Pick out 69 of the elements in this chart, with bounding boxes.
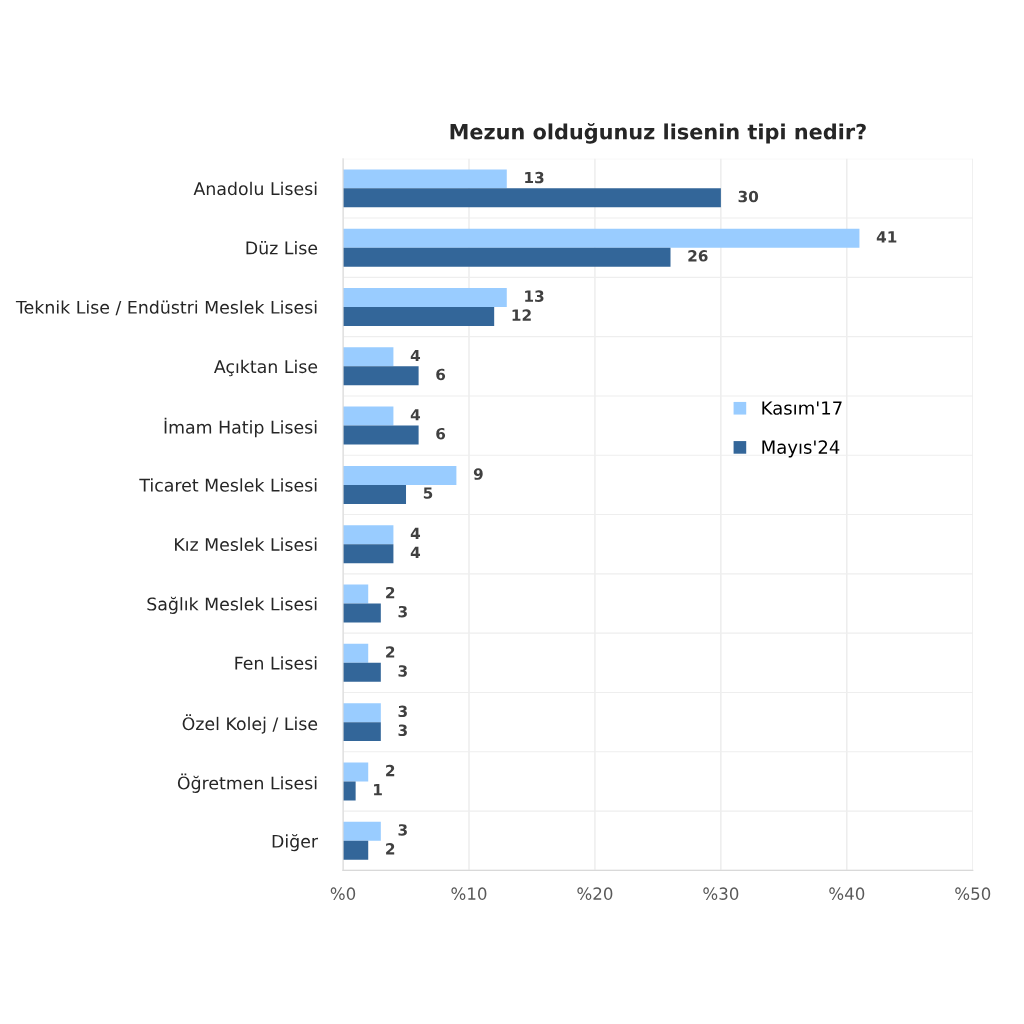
bar (343, 584, 369, 604)
legend-label: Mayıs'24 (762, 440, 840, 458)
y-tick-label: Sağlık Meslek Lisesi (147, 596, 317, 614)
bar (343, 406, 394, 426)
y-tick-label: Ticaret Meslek Lisesi (139, 478, 317, 492)
bar (343, 603, 381, 623)
data-label: 4 (410, 409, 421, 421)
data-label: 13 (525, 290, 544, 302)
data-label: 2 (386, 843, 395, 855)
x-tick-label: %40 (829, 887, 865, 900)
bar (343, 722, 381, 742)
bar (343, 662, 381, 682)
y-tick-label: Kız Meslek Lisesi (175, 537, 317, 552)
bar (343, 425, 419, 445)
bar (343, 306, 495, 326)
bar (343, 781, 356, 801)
bar (343, 840, 369, 860)
bar (343, 525, 394, 545)
bar (343, 544, 394, 564)
bar (343, 703, 381, 723)
x-tick-label: %20 (577, 887, 613, 900)
bar (343, 643, 369, 663)
bar (343, 821, 381, 841)
bar (343, 247, 671, 267)
data-label: 6 (436, 427, 446, 440)
data-label: 2 (386, 586, 395, 599)
y-tick-label: Açıktan Lise (213, 359, 318, 377)
x-tick-label: %0 (330, 887, 356, 900)
data-label: 13 (525, 171, 544, 184)
bar (343, 169, 507, 189)
data-label: 6 (436, 368, 446, 381)
data-label: 4 (410, 527, 421, 539)
data-label: 3 (398, 665, 407, 677)
x-tick-label: %30 (703, 887, 739, 900)
data-label: 3 (398, 605, 407, 618)
y-tick-label: Fen Lisesi (235, 656, 317, 670)
chart-title: Mezun olduğunuz lisenin tipi nedir? (450, 122, 866, 144)
y-tick-label: Diğer (272, 833, 319, 852)
data-label: 9 (473, 468, 483, 480)
data-label: 3 (398, 724, 407, 737)
data-label: 3 (398, 824, 407, 836)
bar (343, 762, 369, 782)
y-tick-label: Teknik Lise / Endüstri Meslek Lisesi (15, 300, 317, 316)
data-label: 3 (398, 705, 407, 718)
x-tick-label: %10 (451, 887, 487, 900)
bar (343, 366, 419, 386)
y-tick-label: Öğretmen Lisesi (177, 773, 317, 793)
data-label: 4 (410, 546, 421, 558)
data-label: 30 (738, 190, 759, 203)
data-label: 4 (410, 349, 421, 362)
bar (343, 347, 394, 367)
data-label: 12 (512, 309, 531, 321)
bar (343, 288, 507, 307)
y-tick-label: İmam Hatip Lisesi (164, 417, 317, 438)
data-label: 41 (876, 231, 897, 243)
data-label: 2 (386, 646, 395, 658)
bar (343, 465, 457, 485)
y-tick-label: Özel Kolej / Lise (182, 714, 318, 734)
bar (343, 228, 860, 248)
bar (343, 484, 407, 504)
data-label: 5 (423, 487, 433, 499)
legend-label: Kasım'17 (762, 401, 842, 415)
data-label: 1 (374, 784, 382, 796)
y-tick-label: Düz Lise (246, 241, 318, 255)
data-label: 2 (386, 764, 395, 777)
y-tick-label: Anadolu Lisesi (193, 181, 317, 196)
bar (343, 188, 721, 208)
x-tick-label: %50 (955, 887, 991, 900)
data-label: 26 (688, 250, 708, 262)
